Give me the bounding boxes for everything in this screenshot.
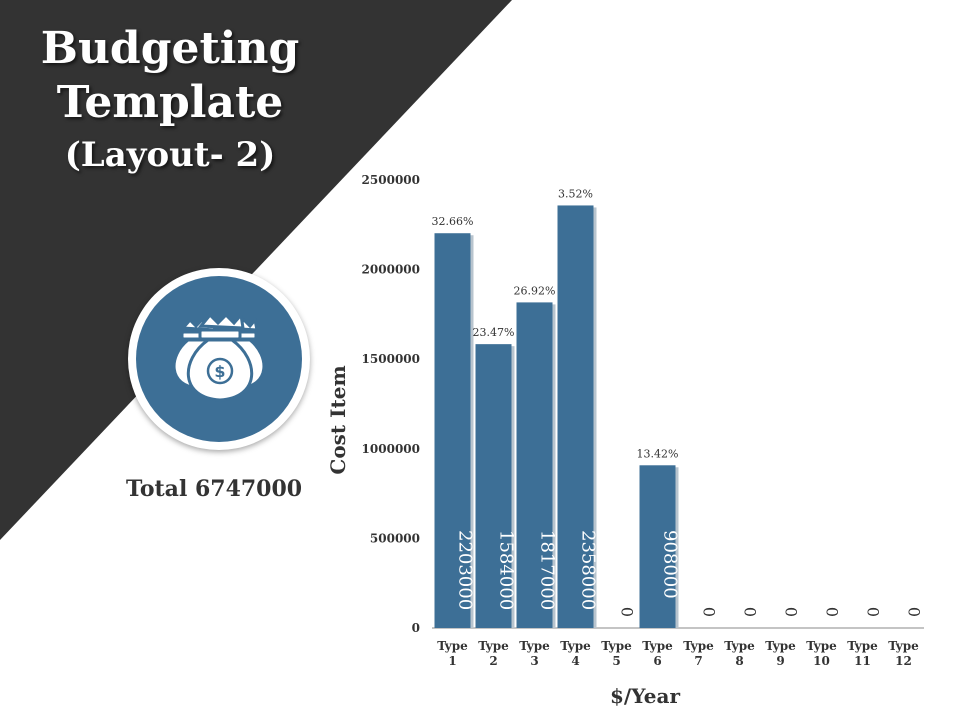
bar-value-label: 0 xyxy=(741,607,760,617)
y-tick-label: 2500000 xyxy=(362,173,420,187)
x-tick-label-number: 1 xyxy=(448,654,456,668)
bar-value-label: 1584000 xyxy=(496,530,517,610)
x-tick-label-word: Type xyxy=(765,639,796,653)
percent-label: 26.92% xyxy=(514,284,556,297)
x-tick-label-word: Type xyxy=(560,639,591,653)
bar xyxy=(639,465,676,628)
y-tick-label: 1500000 xyxy=(362,352,420,366)
bar-value-label: 1817000 xyxy=(537,530,558,610)
title-line-3: (Layout- 2) xyxy=(64,135,276,175)
x-tick-label-number: 9 xyxy=(776,654,784,668)
x-tick-label-word: Type xyxy=(437,639,468,653)
y-tick-label: 2000000 xyxy=(362,263,420,277)
title-line-1: Budgeting xyxy=(40,23,300,74)
percent-label: 23.47% xyxy=(473,326,515,339)
x-tick-label-number: 7 xyxy=(694,654,702,668)
percent-label: 3.52% xyxy=(558,187,593,200)
svg-text:$: $ xyxy=(214,362,225,381)
x-tick-label-word: Type xyxy=(683,639,714,653)
bar-value-label: 0 xyxy=(618,607,637,617)
title-line-2: Template xyxy=(56,77,284,128)
x-tick-label-number: 6 xyxy=(653,654,661,668)
x-tick-label-number: 11 xyxy=(854,654,871,668)
bar-value-label: 908000 xyxy=(660,530,681,599)
x-tick-label-word: Type xyxy=(724,639,755,653)
x-tick-label-word: Type xyxy=(601,639,632,653)
bar-value-label: 0 xyxy=(864,607,883,617)
bar-value-label: 0 xyxy=(782,607,801,617)
x-axis-label: $/Year xyxy=(610,684,680,708)
y-tick-label: 1000000 xyxy=(362,442,420,456)
x-tick-label-word: Type xyxy=(519,639,550,653)
bar-value-label: 0 xyxy=(700,607,719,617)
x-tick-label-word: Type xyxy=(642,639,673,653)
bar xyxy=(475,344,512,628)
icon-badge: $ xyxy=(128,268,310,450)
x-tick-label-word: Type xyxy=(888,639,919,653)
percent-label: 13.42% xyxy=(637,447,679,460)
x-tick-label-number: 2 xyxy=(489,654,497,668)
money-bags-icon: $ xyxy=(172,311,266,402)
y-tick-label: 500000 xyxy=(370,531,420,545)
bar-value-label: 0 xyxy=(905,607,924,617)
x-tick-label-word: Type xyxy=(847,639,878,653)
x-tick-label-number: 8 xyxy=(735,654,743,668)
bar xyxy=(557,205,594,628)
bar xyxy=(434,233,471,628)
y-axis-label: Cost Item xyxy=(326,365,350,474)
y-tick-label: 0 xyxy=(412,621,420,635)
bar-value-label: 2358000 xyxy=(578,530,599,610)
percent-label: 32.66% xyxy=(432,215,474,228)
x-tick-label-word: Type xyxy=(806,639,837,653)
x-tick-label-number: 4 xyxy=(571,654,579,668)
x-tick-label-number: 10 xyxy=(813,654,830,668)
x-tick-label-number: 5 xyxy=(612,654,620,668)
x-tick-label-number: 3 xyxy=(530,654,538,668)
x-tick-label-number: 12 xyxy=(895,654,912,668)
bar xyxy=(516,302,553,628)
total-label: Total 6747000 xyxy=(126,476,303,502)
page-title: Budgeting Template (Layout- 2) xyxy=(0,22,340,180)
bar-value-label: 2203000 xyxy=(455,530,476,610)
x-tick-label-word: Type xyxy=(478,639,509,653)
bar-value-label: 0 xyxy=(823,607,842,617)
